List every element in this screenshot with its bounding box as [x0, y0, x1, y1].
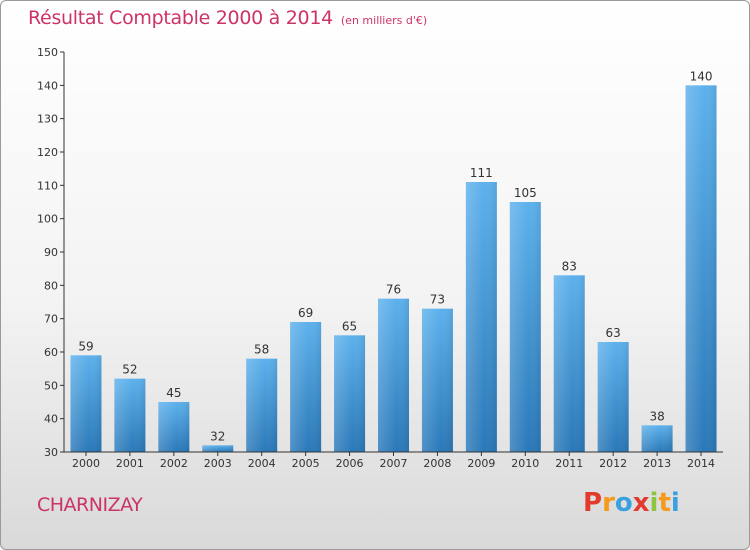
- bar-shade: [685, 85, 717, 452]
- bar-shade: [421, 308, 453, 452]
- y-tick-label: 150: [37, 46, 58, 59]
- y-axis: 30 40 50 60 70 80 90 100 110 120 130 140 150: [37, 46, 65, 459]
- bar-value-label: 45: [166, 386, 181, 400]
- commune-name: CHARNIZAY: [37, 494, 143, 516]
- x-axis: 2000 2001 2002 2003 2004 2005 2006 2007 2008 2009…: [64, 451, 723, 470]
- bar-shade: [378, 298, 409, 452]
- bar-shade: [202, 445, 234, 452]
- x-tick-label: 2009: [467, 457, 495, 470]
- bar-value-label: 52: [122, 363, 137, 377]
- y-tick-label: 60: [44, 346, 58, 359]
- bar-shade: [158, 402, 190, 452]
- y-tick-label: 110: [37, 179, 58, 192]
- bar-value-label: 38: [649, 409, 664, 423]
- bar-shade: [509, 202, 541, 452]
- logo-letter: o: [614, 488, 633, 518]
- logo-letter: i: [670, 488, 680, 518]
- bar-value-label: 76: [386, 283, 401, 297]
- x-tick-label: 2000: [72, 457, 100, 470]
- logo-letter: P: [583, 488, 603, 518]
- proxiti-logo: Proxiti: [583, 488, 680, 518]
- bar-value-label: 59: [78, 339, 93, 353]
- bar-shade: [246, 358, 278, 452]
- x-tick-label: 2004: [248, 457, 276, 470]
- x-tick-label: 2012: [599, 457, 627, 470]
- y-tick-label: 100: [37, 213, 58, 226]
- x-tick-label: 2003: [204, 457, 232, 470]
- x-tick-label: 2006: [336, 457, 364, 470]
- bar-value-label: 65: [342, 319, 357, 333]
- bar-shade: [70, 355, 102, 452]
- x-tick-label: 2010: [511, 457, 539, 470]
- chart-subtitle: (en milliers d'€): [340, 14, 428, 27]
- bar-shade: [114, 378, 146, 452]
- bar-value-label: 32: [210, 429, 225, 443]
- y-tick-label: 50: [44, 379, 58, 392]
- bar-shade: [553, 275, 585, 452]
- y-tick-label: 130: [37, 113, 58, 126]
- y-tick-label: 120: [37, 146, 58, 159]
- x-tick-label: 2008: [423, 457, 451, 470]
- y-tick-label: 30: [44, 446, 58, 459]
- logo-letter: r: [602, 488, 615, 518]
- bar-shade: [334, 335, 366, 452]
- x-tick-label: 2011: [555, 457, 583, 470]
- y-tick-label: 70: [44, 313, 58, 326]
- chart-title: Résultat Comptable 2000 à 2014: [28, 7, 333, 29]
- bar-value-label: 111: [470, 166, 493, 180]
- x-tick-label: 2013: [643, 457, 671, 470]
- chart-title-block: Résultat Comptable 2000 à 2014 (en millie…: [28, 7, 427, 29]
- bar-shade: [290, 322, 322, 452]
- logo-letter: t: [658, 488, 671, 518]
- y-tick-label: 90: [44, 246, 58, 259]
- bar-value-label: 58: [254, 343, 269, 357]
- bar-shade: [465, 182, 497, 452]
- x-tick-label: 2005: [292, 457, 320, 470]
- bar-value-label: 105: [514, 186, 537, 200]
- logo-letter: i: [649, 488, 659, 518]
- x-tick-label: 2007: [380, 457, 408, 470]
- bar-value-label: 69: [298, 306, 313, 320]
- bars: 59 52 45 32 58 69 65 76 73 111 105 83 63 38 140: [70, 69, 717, 452]
- logo-letter: x: [632, 488, 650, 518]
- y-tick-label: 40: [44, 413, 58, 426]
- y-tick-label: 80: [44, 279, 58, 292]
- bar-value-label: 73: [430, 293, 445, 307]
- x-tick-label: 2001: [116, 457, 144, 470]
- x-tick-label: 2014: [687, 457, 715, 470]
- bar-value-label: 140: [690, 69, 713, 83]
- bar-value-label: 63: [606, 326, 621, 340]
- y-tick-label: 140: [37, 79, 58, 92]
- bar-shade: [641, 425, 673, 452]
- bar-value-label: 83: [562, 259, 577, 273]
- bar-shade: [597, 342, 629, 452]
- x-tick-label: 2002: [160, 457, 188, 470]
